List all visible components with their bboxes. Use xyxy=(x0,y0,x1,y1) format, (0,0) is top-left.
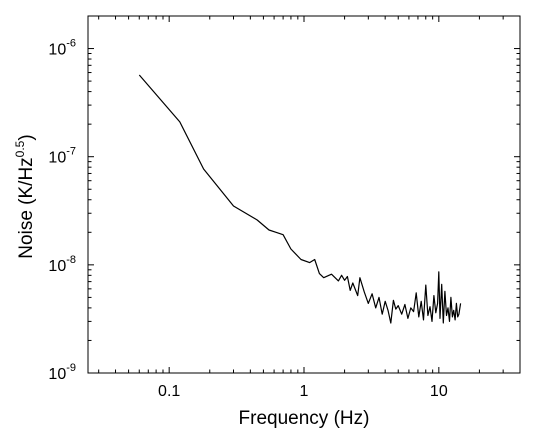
x-tick-label: 1 xyxy=(300,383,309,400)
y-tick-label-base: 10 xyxy=(48,42,66,59)
y-axis-title-suffix: ) xyxy=(16,134,37,140)
y-tick-label-exponent: -6 xyxy=(66,38,76,50)
x-axis-title: Frequency (Hz) xyxy=(239,408,370,429)
y-tick-label: 10-8 xyxy=(48,254,76,275)
series-line-0 xyxy=(138,74,462,324)
y-tick-label-base: 10 xyxy=(48,150,66,167)
y-tick-label: 10-6 xyxy=(48,38,76,59)
y-axis-title-prefix: Noise (K/Hz xyxy=(16,157,37,258)
y-tick-label-exponent: -8 xyxy=(66,254,76,266)
plot-layer xyxy=(138,74,462,324)
x-tick-label: 10 xyxy=(430,383,448,400)
y-tick-label-base: 10 xyxy=(48,366,66,383)
y-axis-title-exponent: 0.5 xyxy=(13,140,27,157)
y-tick-label-base: 10 xyxy=(48,258,66,275)
y-tick-label-exponent: -9 xyxy=(66,362,76,374)
y-tick-label: 10-7 xyxy=(48,146,76,167)
x-tick-label: 0.1 xyxy=(158,383,180,400)
y-tick-label-exponent: -7 xyxy=(66,146,76,158)
y-axis-title: Noise (K/Hz0.5) xyxy=(13,134,37,258)
y-tick-label: 10-9 xyxy=(48,362,76,383)
